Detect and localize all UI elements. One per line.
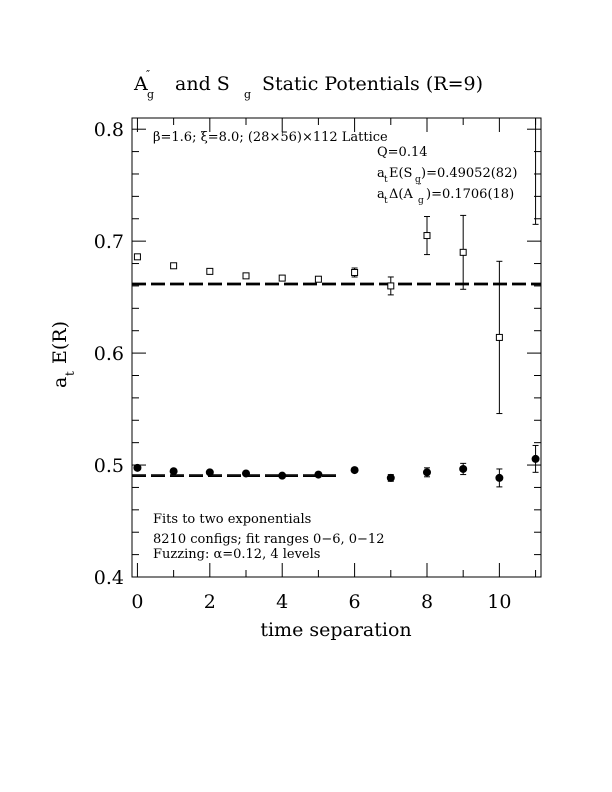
annotation-delta-value: )=0.1706(18): [426, 187, 514, 202]
y-axis-label: a t E(R): [49, 321, 77, 388]
data-point-circle: [495, 473, 504, 482]
data-point-square: [423, 232, 431, 240]
data-point-square: [206, 267, 214, 275]
annotation-energy-t: t: [384, 175, 388, 185]
data-point-square: [242, 272, 250, 280]
x-tick-label: 6: [349, 591, 361, 613]
annotation-delta-sup: ″: [418, 183, 422, 193]
y-label-e-r: E(R): [49, 321, 71, 364]
x-axis-label: time separation: [260, 619, 411, 641]
data-point-square: [387, 282, 395, 290]
annotation-fuzzing: Fuzzing: α=0.12, 4 levels: [153, 547, 320, 562]
annotations: β=1.6; ξ=8.0; (28×56)×112 Lattice Q=0.14…: [153, 130, 517, 562]
data-series: [133, 118, 540, 488]
data-point-circle: [242, 469, 251, 478]
data-point-square: [495, 333, 503, 341]
x-tick-label: 0: [131, 591, 143, 613]
annotation-energy-es: E(S: [389, 166, 412, 181]
data-point-circle: [422, 468, 431, 477]
chart-title: A ″ g and S g Static Potentials (R=9): [133, 68, 483, 101]
annotation-energy-value: )=0.49052(82): [421, 166, 517, 181]
y-label-sub: t: [63, 371, 77, 376]
title-s-subscript: g: [244, 88, 251, 101]
x-tick-label: 4: [276, 591, 288, 613]
x-tick-label: 8: [421, 591, 433, 613]
annotation-delta-da: Δ(A: [389, 187, 413, 202]
data-point-circle: [169, 467, 178, 476]
data-point-circle: [459, 464, 468, 473]
annotation-energy-g: g: [415, 175, 421, 185]
data-point-circle: [314, 470, 323, 479]
fit-lines: [132, 282, 541, 478]
data-point-circle: [278, 471, 287, 480]
data-point-circle: [386, 473, 395, 482]
annotation-delta-t: t: [384, 196, 388, 206]
y-tick-label: 0.7: [94, 231, 124, 253]
annotation-configs: 8210 configs; fit ranges 0−6, 0−12: [153, 532, 384, 547]
y-tick-label: 0.4: [94, 567, 124, 589]
title-static-potentials: Static Potentials (R=9): [262, 73, 483, 95]
data-point-circle: [531, 454, 540, 463]
y-tick-label: 0.6: [94, 343, 124, 365]
annotation-q: Q=0.14: [377, 145, 428, 160]
x-tick-label: 2: [204, 591, 216, 613]
title-a-symbol: A: [133, 73, 148, 95]
title-and-s: and S: [175, 73, 230, 95]
data-point-circle: [350, 466, 359, 475]
data-point-square: [170, 262, 178, 270]
annotation-delta-g: g: [418, 196, 424, 206]
y-tick-label: 0.5: [94, 455, 124, 477]
series-filled-circles: [133, 444, 540, 488]
axis-ticks: 0 2 4 6 8 10 0.4 0.5 0.6 0.7 0.8: [94, 118, 541, 613]
plot-frame: [131, 117, 542, 578]
annotation-delta-a: a: [377, 187, 385, 202]
annotation-energy-a: a: [377, 166, 385, 181]
data-point-square: [351, 268, 359, 276]
annotation-fits: Fits to two exponentials: [153, 512, 311, 527]
data-point-square: [314, 275, 322, 283]
y-tick-label: 0.8: [94, 119, 124, 141]
y-label-a: a: [49, 377, 71, 388]
title-a-subscript: g: [147, 88, 154, 101]
annotation-lattice: β=1.6; ξ=8.0; (28×56)×112 Lattice: [153, 130, 388, 145]
series-open-squares: [133, 118, 539, 415]
data-point-circle: [205, 468, 214, 477]
title-a-superscript: ″: [146, 68, 150, 81]
data-point-square: [278, 274, 286, 282]
data-point-square: [133, 253, 141, 261]
data-point-square: [459, 248, 467, 256]
data-point-circle: [133, 463, 142, 472]
x-tick-label: 10: [487, 591, 511, 613]
